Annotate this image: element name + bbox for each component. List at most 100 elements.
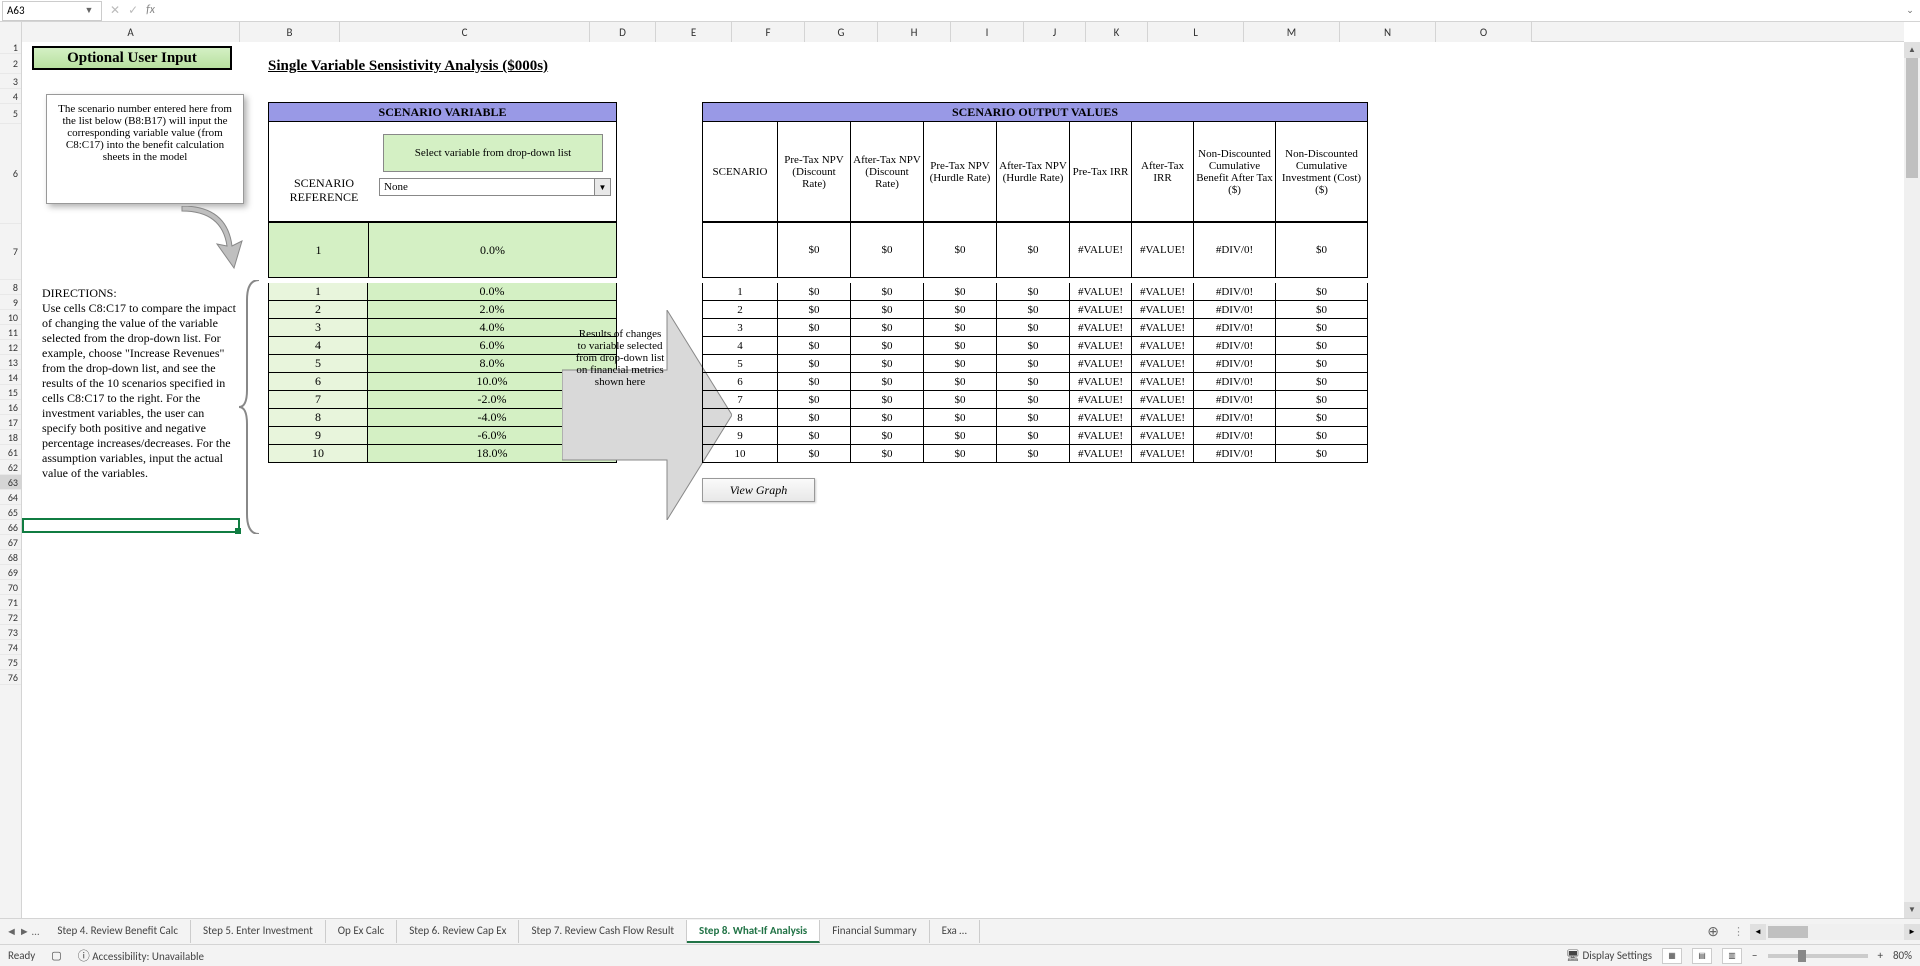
output-cell[interactable]: $0 [851, 391, 924, 409]
output-cell[interactable]: $0 [1276, 445, 1368, 463]
output-cell[interactable]: $0 [851, 301, 924, 319]
row-header[interactable]: 15 [0, 385, 21, 400]
output-cell[interactable]: $0 [778, 427, 851, 445]
column-header[interactable]: B [240, 22, 340, 42]
row-header[interactable]: 17 [0, 415, 21, 430]
output-cell[interactable]: 9 [702, 427, 778, 445]
column-header[interactable]: G [805, 22, 878, 42]
output-cell[interactable]: #DIV/0! [1194, 409, 1276, 427]
sheet-tab[interactable]: Step 5. Enter Investment [191, 920, 326, 943]
output-top-cell[interactable]: $0 [997, 222, 1070, 278]
output-cell[interactable]: #VALUE! [1132, 355, 1194, 373]
output-cell[interactable]: #DIV/0! [1194, 283, 1276, 301]
scroll-down-icon[interactable]: ▼ [1904, 902, 1920, 918]
column-header[interactable]: C [340, 22, 590, 42]
output-top-cell[interactable]: #VALUE! [1132, 222, 1194, 278]
scenario-ref-cell[interactable]: 10 [268, 445, 368, 463]
output-cell[interactable]: $0 [924, 301, 997, 319]
output-cell[interactable]: $0 [997, 409, 1070, 427]
output-cell[interactable]: $0 [924, 427, 997, 445]
output-cell[interactable]: #VALUE! [1132, 337, 1194, 355]
row-header[interactable]: 63 [0, 475, 21, 490]
output-cell[interactable]: $0 [997, 319, 1070, 337]
output-cell[interactable]: $0 [924, 391, 997, 409]
output-cell[interactable]: #VALUE! [1070, 283, 1132, 301]
output-cell[interactable]: 3 [702, 319, 778, 337]
row-header[interactable]: 74 [0, 640, 21, 655]
output-cell[interactable]: 1 [702, 283, 778, 301]
row-header[interactable]: 73 [0, 625, 21, 640]
output-cell[interactable]: $0 [778, 373, 851, 391]
tab-nav-more-icon[interactable]: … [32, 925, 40, 938]
output-cell[interactable]: $0 [1276, 427, 1368, 445]
output-cell[interactable]: $0 [778, 319, 851, 337]
output-cell[interactable]: $0 [1276, 355, 1368, 373]
column-header[interactable]: K [1086, 22, 1148, 42]
output-top-cell[interactable]: #DIV/0! [1194, 222, 1276, 278]
page-layout-view-icon[interactable]: ▤ [1692, 948, 1712, 964]
formula-expand-icon[interactable]: ⌄ [1900, 5, 1920, 16]
output-cell[interactable]: $0 [924, 373, 997, 391]
output-cell[interactable]: $0 [778, 391, 851, 409]
hscroll-right-icon[interactable]: ► [1904, 924, 1920, 940]
output-cell[interactable]: $0 [851, 355, 924, 373]
output-cell[interactable]: $0 [778, 301, 851, 319]
output-cell[interactable]: #VALUE! [1070, 391, 1132, 409]
horizontal-scrollbar[interactable]: ◄ ► [1750, 924, 1920, 940]
row-header[interactable]: 14 [0, 370, 21, 385]
page-break-view-icon[interactable]: ▥ [1722, 948, 1742, 964]
output-cell[interactable]: 4 [702, 337, 778, 355]
column-header[interactable]: I [951, 22, 1024, 42]
output-cell[interactable]: $0 [1276, 391, 1368, 409]
cancel-icon[interactable]: ✕ [110, 3, 120, 18]
macro-record-icon[interactable]: ▢ [51, 949, 61, 962]
column-header[interactable]: N [1340, 22, 1436, 42]
output-cell[interactable]: #VALUE! [1070, 427, 1132, 445]
confirm-icon[interactable]: ✓ [128, 3, 138, 18]
output-cell[interactable]: #VALUE! [1070, 409, 1132, 427]
output-cell[interactable]: $0 [851, 445, 924, 463]
output-cell[interactable]: #DIV/0! [1194, 427, 1276, 445]
output-cell[interactable]: 8 [702, 409, 778, 427]
column-header[interactable]: M [1244, 22, 1340, 42]
output-cell[interactable]: $0 [997, 355, 1070, 373]
hscroll-track[interactable] [1766, 924, 1904, 940]
output-cell[interactable]: #DIV/0! [1194, 355, 1276, 373]
fx-icon[interactable]: fx [146, 3, 155, 18]
row-header[interactable]: 16 [0, 400, 21, 415]
output-cell[interactable]: $0 [1276, 373, 1368, 391]
sheet-tab[interactable]: Exa … [930, 920, 980, 943]
display-settings[interactable]: 🖥 Display Settings [1566, 949, 1652, 962]
accessibility-status[interactable]: ⓘ Accessibility: Unavailable [78, 947, 204, 964]
scenario-ref-cell[interactable]: 4 [268, 337, 368, 355]
row-header[interactable]: 61 [0, 445, 21, 460]
hscroll-thumb[interactable] [1768, 926, 1808, 938]
output-cell[interactable]: $0 [851, 427, 924, 445]
output-cell[interactable]: #VALUE! [1132, 319, 1194, 337]
scenario-ref-cell[interactable]: 9 [268, 427, 368, 445]
output-cell[interactable]: #DIV/0! [1194, 373, 1276, 391]
output-cell[interactable]: $0 [851, 373, 924, 391]
scenario-ref-cell[interactable]: 6 [268, 373, 368, 391]
output-cell[interactable]: #VALUE! [1070, 337, 1132, 355]
grid-content[interactable]: Optional User Input Single Variable Sens… [22, 42, 1904, 918]
vertical-scrollbar[interactable]: ▲ ▼ [1904, 42, 1920, 918]
row-header[interactable]: 3 [0, 74, 21, 89]
output-cell[interactable]: $0 [1276, 337, 1368, 355]
output-cell[interactable]: $0 [924, 355, 997, 373]
row-header[interactable]: 4 [0, 89, 21, 104]
output-cell[interactable]: $0 [997, 391, 1070, 409]
scenario-value-cell[interactable]: 0.0% [368, 283, 617, 301]
hscroll-left-icon[interactable]: ◄ [1750, 924, 1766, 940]
name-box-dropdown-icon[interactable]: ▼ [81, 5, 97, 16]
vscroll-thumb[interactable] [1906, 58, 1918, 178]
output-cell[interactable]: #DIV/0! [1194, 445, 1276, 463]
row-header[interactable]: 72 [0, 610, 21, 625]
output-cell[interactable]: $0 [851, 409, 924, 427]
output-cell[interactable]: $0 [778, 445, 851, 463]
column-header[interactable]: F [732, 22, 805, 42]
row-header[interactable]: 5 [0, 104, 21, 124]
output-cell[interactable]: #VALUE! [1132, 391, 1194, 409]
output-cell[interactable]: #VALUE! [1132, 301, 1194, 319]
output-cell[interactable]: #VALUE! [1132, 283, 1194, 301]
